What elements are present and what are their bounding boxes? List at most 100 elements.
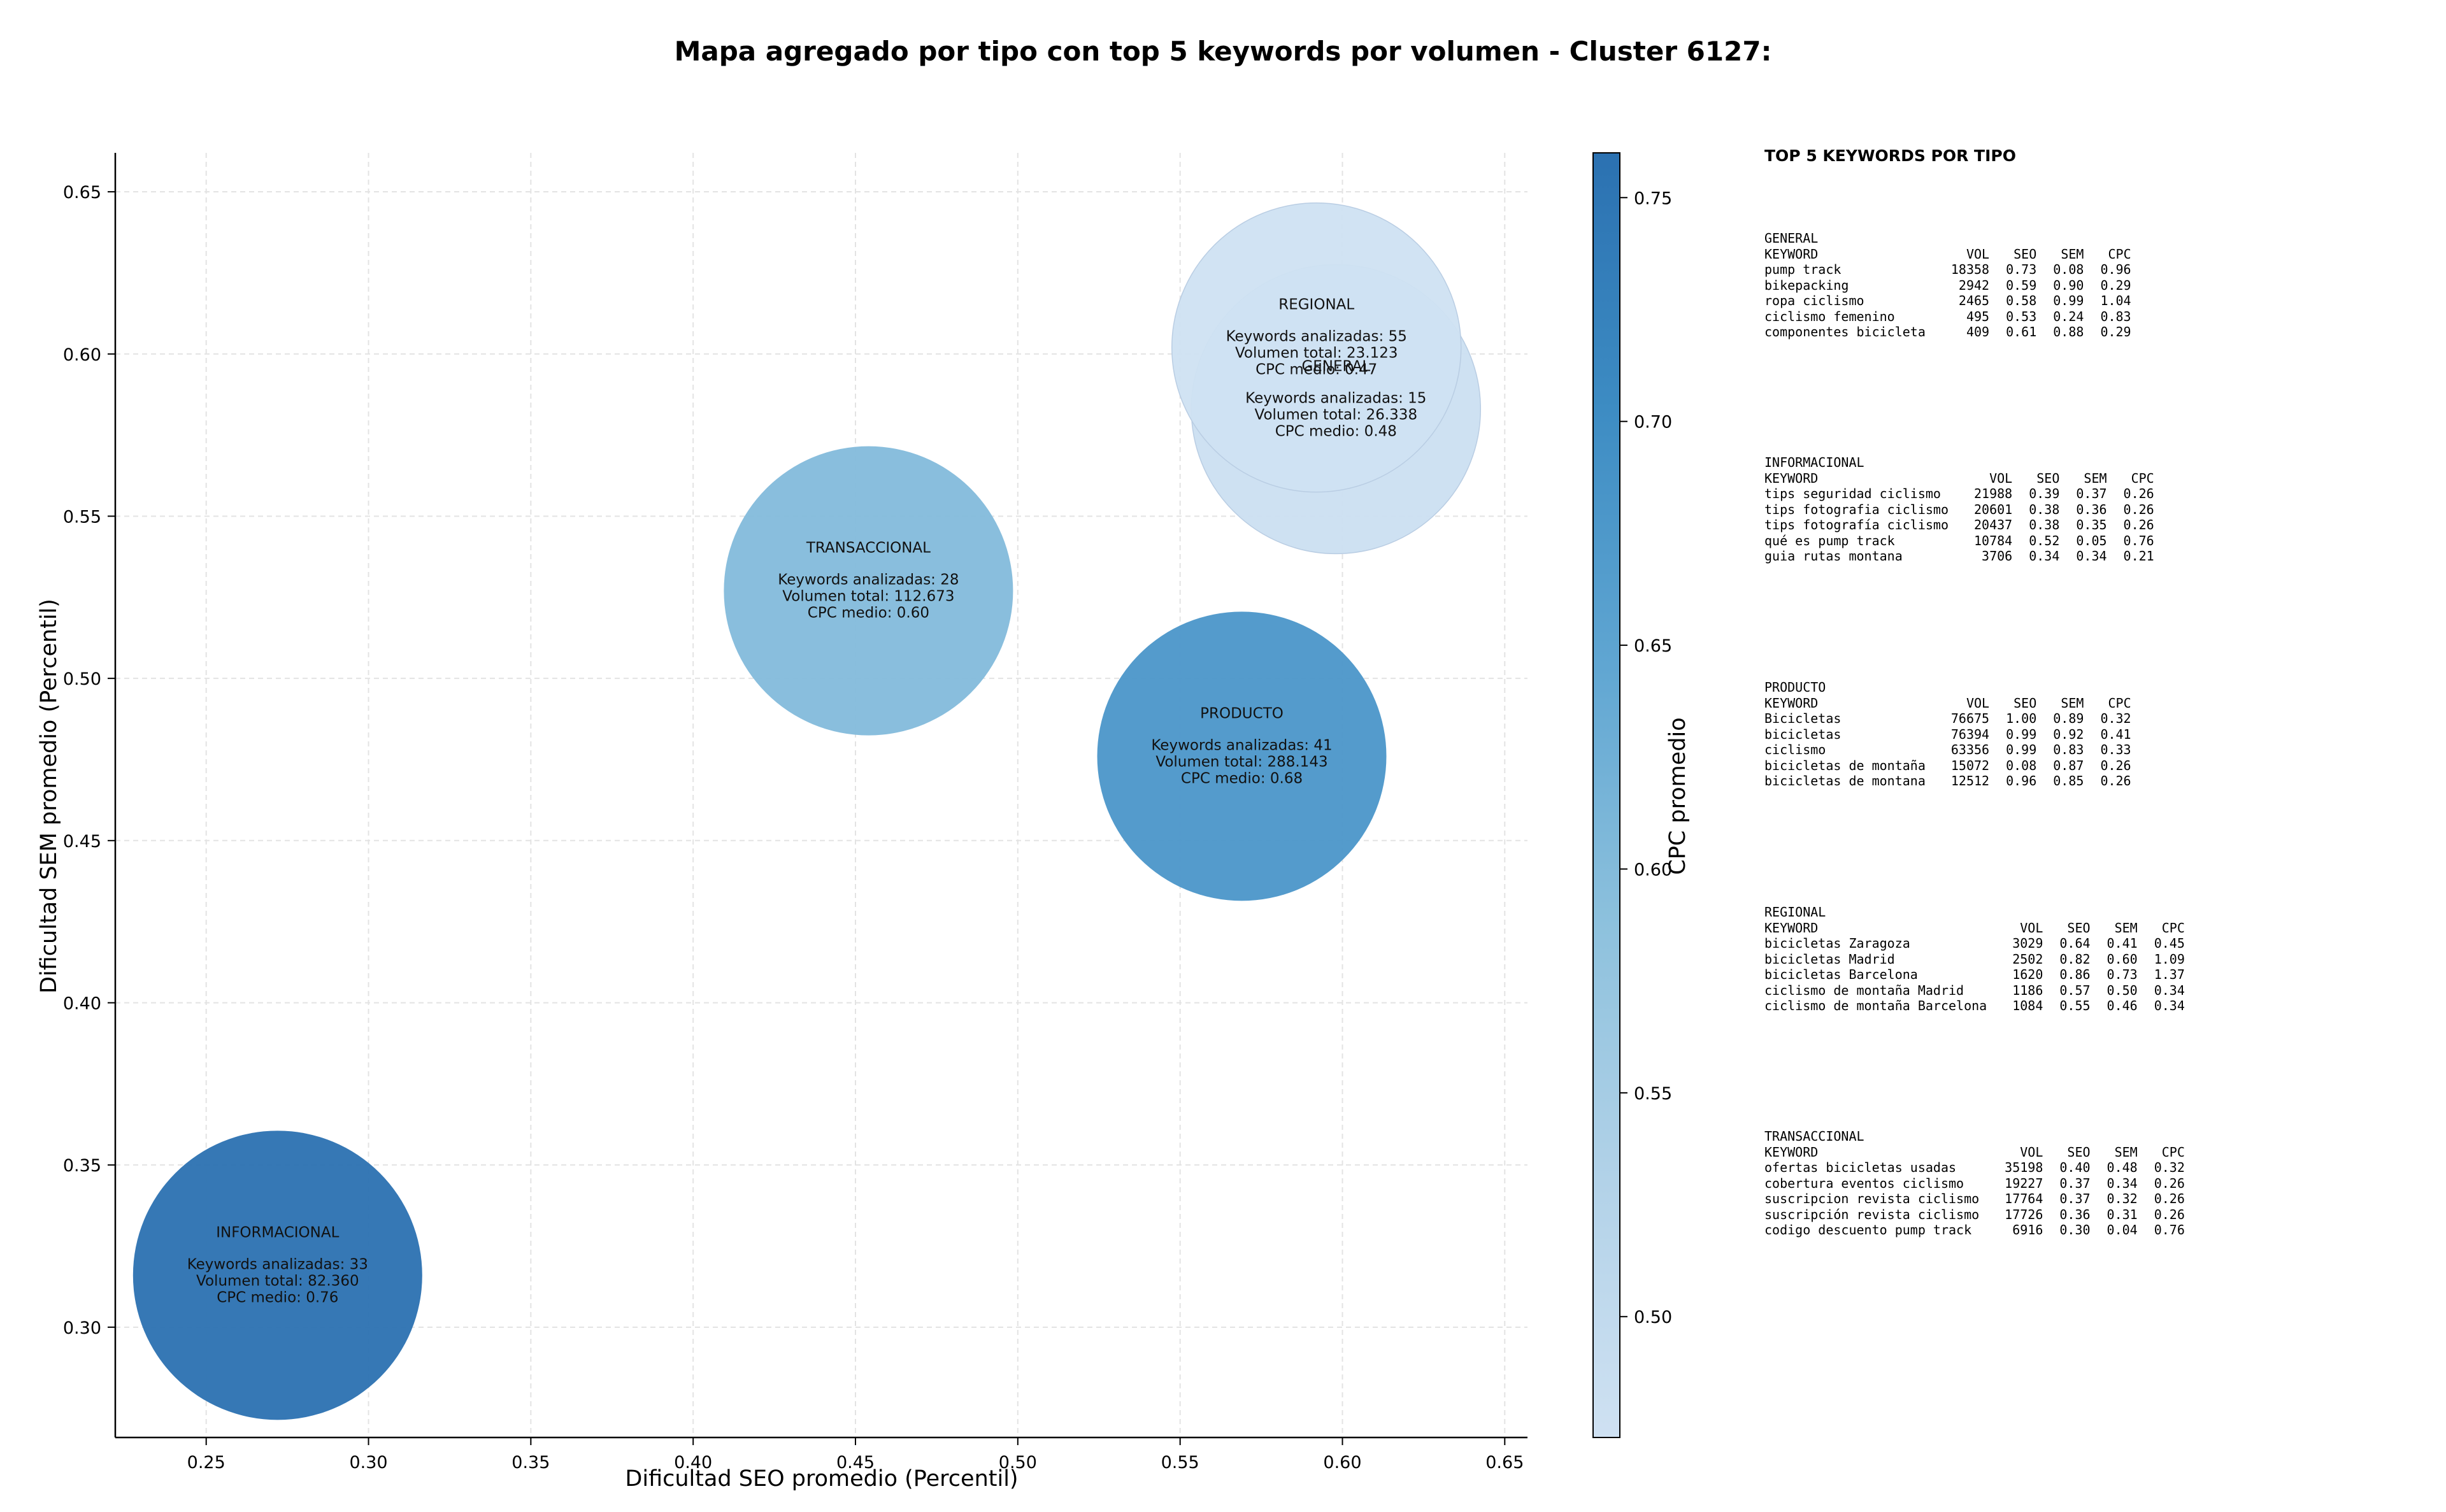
cell-vol: 19227 xyxy=(2005,1175,2043,1191)
cell-cpc: 1.09 xyxy=(2154,951,2185,967)
cell-cpc: 0.32 xyxy=(2154,1160,2185,1175)
bubble-label: Keywords analizadas: 41 xyxy=(1151,737,1332,753)
cell-cpc: 0.34 xyxy=(2154,998,2185,1013)
cell-vol: 10784 xyxy=(1973,532,2013,548)
bubble-label: TRANSACCIONAL xyxy=(806,540,931,557)
cell-cpc: 0.45 xyxy=(2154,936,2185,951)
x-tick-label: 0.35 xyxy=(511,1453,550,1473)
table-row: ofertas bicicletas usadas 35198 0.40 0.48 0.… xyxy=(1764,1160,2185,1176)
cell-keyword: tips fotografía ciclismo xyxy=(1764,517,1949,532)
keyword-table: GENERAL KEYWORD VOL SEO SEM CPC pump track 1835… xyxy=(1764,231,2131,340)
x-axis-label: Dificultad SEO promedio (Percentil) xyxy=(625,1466,1018,1492)
keyword-group-informacional: INFORMACIONAL KEYWORD VOL SEO SEM CPC tips seg… xyxy=(1764,455,2154,564)
cell-keyword: componentes bicicleta xyxy=(1764,324,1926,339)
cell-vol: 6916 xyxy=(2012,1222,2043,1237)
table-row: tips fotografia ciclismo 20601 0.38 0.36 0.2… xyxy=(1764,502,2154,518)
cell-sem: 0.99 xyxy=(2053,293,2084,308)
cell-vol: 17764 xyxy=(2005,1191,2043,1206)
table-row: cobertura eventos ciclismo 19227 0.37 0.34 0… xyxy=(1764,1176,2185,1192)
column-header-sem: SEM xyxy=(2084,470,2107,486)
cell-cpc: 0.96 xyxy=(2100,262,2131,277)
column-header-keyword: KEYWORD xyxy=(1764,246,1819,262)
cell-keyword: qué es pump track xyxy=(1764,532,1895,548)
table-row: suscripción revista ciclismo 17726 0.36 0.3… xyxy=(1764,1207,2185,1223)
cell-seo: 0.64 xyxy=(2059,936,2091,951)
cell-vol: 2502 xyxy=(2012,951,2043,967)
table-row: Bicicletas 76675 1.00 0.89 0.32 xyxy=(1764,711,2131,727)
cell-cpc: 0.33 xyxy=(2100,742,2131,757)
keyword-group-title: TRANSACCIONAL xyxy=(1764,1129,1864,1144)
cell-seo: 0.39 xyxy=(2029,486,2060,501)
axes: 0.25 0.30 0.35 0.40 0.45 0.50 0.55 0.60 0.65 0.30… xyxy=(63,153,1527,1473)
table-row: codigo descuento pump track 6916 0.30 0.04 0… xyxy=(1764,1222,2185,1238)
cell-vol: 20601 xyxy=(1973,501,2013,517)
cell-seo: 0.58 xyxy=(2006,293,2037,308)
column-header-keyword: KEYWORD xyxy=(1764,1144,1819,1160)
cell-cpc: 0.26 xyxy=(2123,517,2154,532)
cell-cpc: 0.83 xyxy=(2100,308,2131,324)
column-header-seo: SEO xyxy=(2036,470,2060,486)
table-row: bicicletas Madrid 2502 0.82 0.60 1.09 xyxy=(1764,952,2185,967)
cell-sem: 0.60 xyxy=(2106,951,2138,967)
bubble-label: Volumen total: 26.338 xyxy=(1255,406,1418,423)
cell-cpc: 0.21 xyxy=(2123,548,2154,564)
cell-cpc: 0.26 xyxy=(2154,1206,2185,1222)
cell-seo: 0.86 xyxy=(2059,967,2091,982)
x-tick-label: 0.60 xyxy=(1323,1453,1361,1473)
cell-cpc: 0.76 xyxy=(2154,1222,2185,1237)
cell-sem: 0.37 xyxy=(2076,486,2107,501)
column-header-seo: SEO xyxy=(2067,920,2091,936)
cell-sem: 0.35 xyxy=(2076,517,2107,532)
x-tick-label: 0.40 xyxy=(674,1453,712,1473)
cell-keyword: bicicletas xyxy=(1764,726,1842,742)
table-row: tips seguridad ciclismo 21988 0.39 0.37 0.26 xyxy=(1764,486,2154,502)
cell-seo: 0.55 xyxy=(2059,998,2091,1013)
cell-sem: 0.41 xyxy=(2106,936,2138,951)
cell-seo: 0.53 xyxy=(2006,308,2037,324)
colorbar-scale xyxy=(1592,152,1620,1438)
cell-cpc: 0.26 xyxy=(2123,486,2154,501)
cell-seo: 0.52 xyxy=(2029,532,2060,548)
cell-sem: 0.89 xyxy=(2053,711,2084,726)
cell-vol: 1186 xyxy=(2012,982,2043,998)
bubble-label: CPC medio: 0.76 xyxy=(217,1289,338,1306)
cell-sem: 0.36 xyxy=(2076,501,2107,517)
keyword-table: INFORMACIONAL KEYWORD VOL SEO SEM CPC tips seg… xyxy=(1764,455,2154,564)
cell-seo: 0.99 xyxy=(2006,726,2037,742)
cell-keyword: guia rutas montana xyxy=(1764,548,1903,564)
cell-keyword: tips seguridad ciclismo xyxy=(1764,486,1941,501)
bubble-label: Keywords analizadas: 33 xyxy=(187,1256,368,1273)
cell-cpc: 0.26 xyxy=(2154,1175,2185,1191)
cell-cpc: 0.41 xyxy=(2100,726,2131,742)
cell-seo: 0.37 xyxy=(2059,1191,2091,1206)
table-row: bicicletas de montana 12512 0.96 0.85 0.26 xyxy=(1764,773,2131,789)
cell-seo: 0.82 xyxy=(2059,951,2091,967)
top-keywords-panel: TOP 5 KEYWORDS POR TIPO GENERAL KEYWORD VO… xyxy=(1764,146,2440,1237)
cell-vol: 3706 xyxy=(1982,548,2013,564)
bubble-regional xyxy=(1171,202,1462,493)
cell-seo: 1.00 xyxy=(2006,711,2037,726)
bubble-label: CPC medio: 0.47 xyxy=(1255,362,1377,378)
keyword-group-transaccional: TRANSACCIONAL KEYWORD VOL SEO SEM CPC ofertas … xyxy=(1764,1129,2185,1238)
table-row: bicicletas Barcelona 1620 0.86 0.73 1.37 xyxy=(1764,967,2185,983)
cell-seo: 0.37 xyxy=(2059,1175,2091,1191)
y-tick-label: 0.35 xyxy=(63,1156,101,1176)
bubble-informacional xyxy=(132,1130,422,1420)
cell-cpc: 0.26 xyxy=(2100,773,2131,788)
colorbar-tick-label: 0.65 xyxy=(1634,636,1672,656)
bubble-label: INFORMACIONAL xyxy=(216,1224,339,1241)
column-header-vol: VOL xyxy=(1966,246,1990,262)
cell-vol: 76675 xyxy=(1950,711,1990,726)
cell-sem: 0.85 xyxy=(2053,773,2084,788)
column-header-keyword: KEYWORD xyxy=(1764,470,1819,486)
cell-cpc: 0.32 xyxy=(2100,711,2131,726)
colorbar: 0.50 0.55 0.60 0.65 0.70 0.75 xyxy=(1592,152,1672,1438)
y-tick-label: 0.45 xyxy=(63,832,101,852)
colorbar-tick-label: 0.70 xyxy=(1634,413,1672,432)
keyword-group-title: REGIONAL xyxy=(1764,904,1826,920)
cell-vol: 15072 xyxy=(1950,757,1990,773)
top-keywords-heading: TOP 5 KEYWORDS POR TIPO xyxy=(1764,146,2016,165)
y-tick-label: 0.40 xyxy=(63,994,101,1013)
x-tick-label: 0.30 xyxy=(349,1453,387,1473)
